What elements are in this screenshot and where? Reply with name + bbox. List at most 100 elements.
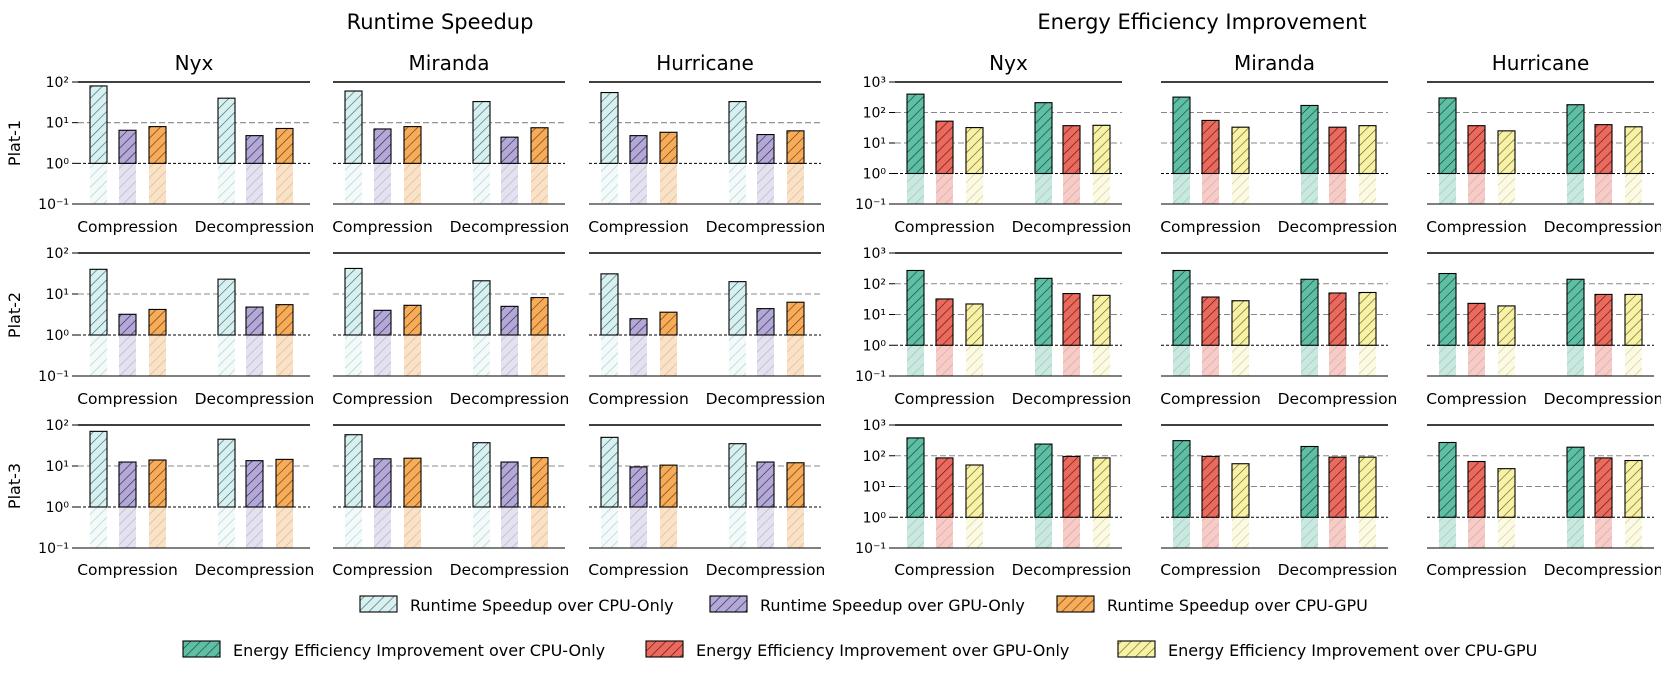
category-label-compression: Compression <box>1426 561 1527 579</box>
bar-nyx-compression-s2 <box>965 464 984 518</box>
bar-base-miranda-decompression-s1 <box>501 335 518 376</box>
bar-base-hurricane-decompression-s0 <box>729 335 746 376</box>
bar-hurricane-compression-s1 <box>629 135 648 164</box>
bar-base-miranda-compression-s1 <box>374 163 391 204</box>
bar-hurricane-decompression-s2 <box>786 130 805 164</box>
category-label-decompression: Decompression <box>195 561 315 579</box>
bar-base-hurricane-compression-s1 <box>630 163 647 204</box>
dataset-title-miranda: Miranda <box>1234 51 1315 75</box>
bar-base-hurricane-compression-s1 <box>1468 345 1485 376</box>
bar-base-nyx-compression-s2 <box>149 507 166 548</box>
y-tick-label: 10¹ <box>863 136 886 152</box>
bar-base-nyx-decompression-s1 <box>246 335 263 376</box>
bar-miranda-compression-s2 <box>403 126 422 164</box>
bar-nyx-decompression-s2 <box>275 127 294 164</box>
y-tick-label: 10⁻¹ <box>38 369 69 385</box>
legend-label: Runtime Speedup over CPU-GPU <box>1107 596 1368 615</box>
legend-swatch <box>1117 640 1156 658</box>
bar-base-miranda-decompression-s2 <box>531 507 548 548</box>
bar-miranda-compression-s2 <box>1231 463 1250 518</box>
bar-miranda-decompression-s2 <box>1358 291 1377 346</box>
bar-base-miranda-decompression-s0 <box>1301 517 1318 548</box>
bar-base-miranda-compression-s2 <box>404 335 421 376</box>
bar-base-nyx-compression-s1 <box>936 345 953 376</box>
bar-hurricane-decompression-s0 <box>728 101 747 164</box>
bar-miranda-decompression-s1 <box>500 136 519 164</box>
bar-hurricane-decompression-s0 <box>1566 278 1585 346</box>
legend-label: Energy Efficiency Improvement over CPU-O… <box>233 641 605 660</box>
category-label-compression: Compression <box>1160 561 1261 579</box>
bar-base-hurricane-decompression-s2 <box>1625 173 1642 204</box>
bar-miranda-compression-s2 <box>1231 126 1250 175</box>
bar-hurricane-compression-s1 <box>1467 125 1486 175</box>
y-tick-label: 10⁻¹ <box>855 197 886 213</box>
bar-hurricane-decompression-s2 <box>1624 459 1643 518</box>
bar-nyx-compression-s2 <box>965 127 984 175</box>
bar-miranda-decompression-s2 <box>530 296 549 336</box>
y-tick-label: 10⁰ <box>46 500 70 516</box>
bar-base-nyx-compression-s2 <box>966 517 983 548</box>
bar-base-miranda-compression-s1 <box>374 335 391 376</box>
bar-base-nyx-decompression-s0 <box>1035 517 1052 548</box>
y-tick-label: 10² <box>863 277 886 293</box>
y-tick-label: 10² <box>863 106 886 122</box>
bar-nyx-decompression-s0 <box>1034 443 1053 518</box>
y-tick-label: 10¹ <box>863 480 886 496</box>
y-tick-label: 10⁻¹ <box>855 541 886 557</box>
bar-miranda-compression-s1 <box>373 309 392 336</box>
bar-hurricane-compression-s1 <box>1467 460 1486 518</box>
bar-nyx-compression-s1 <box>935 457 954 518</box>
bar-base-nyx-decompression-s0 <box>1035 345 1052 376</box>
bar-hurricane-compression-s2 <box>659 131 678 164</box>
bar-hurricane-compression-s1 <box>629 466 648 508</box>
bar-base-miranda-decompression-s2 <box>1359 517 1376 548</box>
bar-base-miranda-compression-s1 <box>1202 173 1219 204</box>
bar-miranda-decompression-s1 <box>500 461 519 508</box>
legend-swatch <box>182 640 221 658</box>
bar-base-hurricane-compression-s2 <box>1498 173 1515 204</box>
category-label-decompression: Decompression <box>1012 390 1132 408</box>
bar-base-hurricane-compression-s0 <box>1439 517 1456 548</box>
dataset-title-hurricane: Hurricane <box>1492 51 1590 75</box>
bar-base-miranda-decompression-s1 <box>501 163 518 204</box>
bar-hurricane-decompression-s2 <box>1624 126 1643 175</box>
bar-base-hurricane-decompression-s0 <box>1567 517 1584 548</box>
bar-hurricane-compression-s2 <box>1497 305 1516 346</box>
bar-nyx-decompression-s2 <box>275 304 294 336</box>
bar-base-miranda-compression-s0 <box>345 507 362 548</box>
y-tick-label: 10² <box>46 418 69 434</box>
bar-base-miranda-compression-s0 <box>1173 517 1190 548</box>
category-label-compression: Compression <box>894 561 995 579</box>
legend-swatch <box>709 595 748 613</box>
category-label-compression: Compression <box>588 390 689 408</box>
bar-miranda-compression-s0 <box>344 267 363 336</box>
row-label-plat-2: Plat-2 <box>5 292 24 338</box>
bar-base-miranda-compression-s0 <box>345 163 362 204</box>
bar-base-hurricane-compression-s2 <box>660 163 677 204</box>
bar-base-miranda-decompression-s2 <box>1359 345 1376 376</box>
y-tick-label: 10¹ <box>46 287 69 303</box>
category-label-decompression: Decompression <box>450 218 570 236</box>
category-label-decompression: Decompression <box>1278 390 1398 408</box>
bar-nyx-decompression-s1 <box>1062 125 1081 175</box>
bar-miranda-compression-s1 <box>373 128 392 164</box>
bar-base-hurricane-decompression-s1 <box>757 163 774 204</box>
bar-miranda-decompression-s0 <box>1300 278 1319 346</box>
category-label-decompression: Decompression <box>1012 561 1132 579</box>
group-title: Runtime Speedup <box>347 10 534 34</box>
category-label-compression: Compression <box>894 218 995 236</box>
bar-base-hurricane-compression-s0 <box>1439 173 1456 204</box>
bar-hurricane-decompression-s2 <box>786 301 805 336</box>
y-tick-label: 10⁻¹ <box>38 197 69 213</box>
bar-hurricane-compression-s2 <box>659 311 678 336</box>
bar-nyx-compression-s0 <box>89 430 108 508</box>
bar-base-nyx-decompression-s0 <box>218 507 235 548</box>
bar-base-miranda-compression-s2 <box>404 507 421 548</box>
bar-nyx-compression-s2 <box>965 303 984 346</box>
bar-nyx-decompression-s1 <box>245 306 264 336</box>
bar-miranda-decompression-s2 <box>530 457 549 508</box>
category-label-decompression: Decompression <box>706 561 826 579</box>
bar-base-miranda-compression-s0 <box>1173 345 1190 376</box>
bar-base-hurricane-decompression-s1 <box>757 335 774 376</box>
y-tick-label: 10¹ <box>46 459 69 475</box>
